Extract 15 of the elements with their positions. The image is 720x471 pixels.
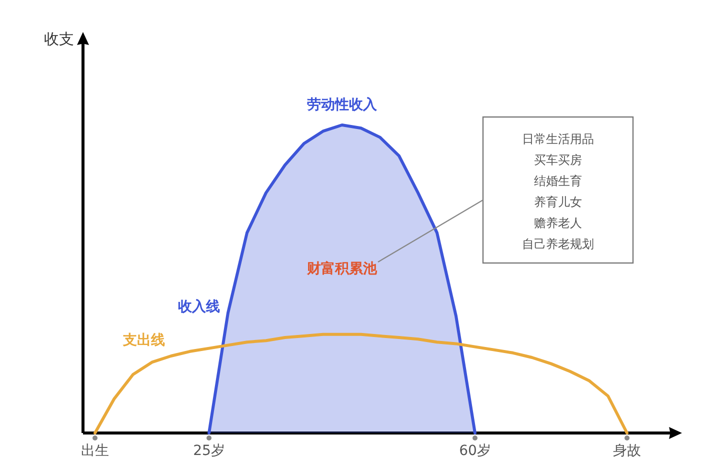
- annotation: 财富积累池: [306, 260, 378, 277]
- series-label: 收入线: [178, 298, 220, 315]
- annotation: 赡养老人: [534, 216, 582, 230]
- x-tick-label: 60岁: [459, 443, 491, 459]
- x-tick-label: 身故: [613, 443, 641, 459]
- annotation: 结婚生育: [534, 174, 582, 188]
- series-label: 支出线: [122, 332, 165, 348]
- annotation: 日常生活用品: [522, 132, 594, 146]
- text: 收支: [44, 30, 74, 48]
- x-tick-label: 出生: [81, 443, 109, 459]
- annotation: 养育儿女: [534, 195, 582, 209]
- annotation: 自己养老规划: [522, 237, 594, 251]
- annotation: 买车买房: [534, 153, 582, 167]
- text: 劳动性收入: [307, 97, 378, 113]
- x-tick-label: 25岁: [193, 443, 225, 459]
